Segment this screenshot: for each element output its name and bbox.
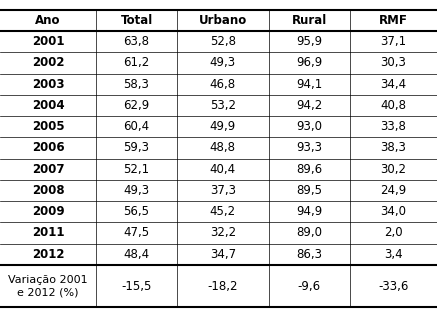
Text: 89,0: 89,0 bbox=[296, 227, 322, 239]
Text: Total: Total bbox=[121, 14, 153, 27]
Text: Variação 2001
e 2012 (%): Variação 2001 e 2012 (%) bbox=[8, 275, 88, 297]
Text: 62,9: 62,9 bbox=[123, 99, 150, 112]
Text: 86,3: 86,3 bbox=[296, 248, 322, 261]
Text: 49,9: 49,9 bbox=[210, 120, 236, 133]
Text: 96,9: 96,9 bbox=[296, 57, 323, 69]
Text: 38,3: 38,3 bbox=[380, 142, 406, 154]
Text: RMF: RMF bbox=[379, 14, 408, 27]
Text: 58,3: 58,3 bbox=[124, 78, 149, 91]
Text: 34,7: 34,7 bbox=[210, 248, 236, 261]
Text: Rural: Rural bbox=[291, 14, 327, 27]
Text: 2004: 2004 bbox=[32, 99, 64, 112]
Text: 59,3: 59,3 bbox=[124, 142, 149, 154]
Text: 52,8: 52,8 bbox=[210, 35, 236, 48]
Text: 2012: 2012 bbox=[32, 248, 64, 261]
Text: 61,2: 61,2 bbox=[123, 57, 150, 69]
Text: 2003: 2003 bbox=[32, 78, 64, 91]
Text: 89,6: 89,6 bbox=[296, 163, 322, 176]
Text: 47,5: 47,5 bbox=[124, 227, 149, 239]
Text: 2011: 2011 bbox=[32, 227, 64, 239]
Text: 33,8: 33,8 bbox=[380, 120, 406, 133]
Text: 45,2: 45,2 bbox=[210, 205, 236, 218]
Text: 2008: 2008 bbox=[32, 184, 64, 197]
Text: 53,2: 53,2 bbox=[210, 99, 236, 112]
Text: 2006: 2006 bbox=[32, 142, 64, 154]
Text: 63,8: 63,8 bbox=[124, 35, 149, 48]
Text: 93,3: 93,3 bbox=[296, 142, 322, 154]
Text: 2009: 2009 bbox=[32, 205, 64, 218]
Text: 3,4: 3,4 bbox=[384, 248, 402, 261]
Text: 2002: 2002 bbox=[32, 57, 64, 69]
Text: 93,0: 93,0 bbox=[296, 120, 322, 133]
Text: 56,5: 56,5 bbox=[124, 205, 149, 218]
Text: 24,9: 24,9 bbox=[380, 184, 406, 197]
Text: 94,1: 94,1 bbox=[296, 78, 323, 91]
Text: 60,4: 60,4 bbox=[124, 120, 149, 133]
Text: 2001: 2001 bbox=[32, 35, 64, 48]
Text: 48,4: 48,4 bbox=[124, 248, 149, 261]
Text: Ano: Ano bbox=[35, 14, 61, 27]
Text: 30,2: 30,2 bbox=[380, 163, 406, 176]
Text: 94,9: 94,9 bbox=[296, 205, 323, 218]
Text: 94,2: 94,2 bbox=[296, 99, 323, 112]
Text: -9,6: -9,6 bbox=[298, 280, 321, 293]
Text: 34,0: 34,0 bbox=[380, 205, 406, 218]
Text: -33,6: -33,6 bbox=[378, 280, 409, 293]
Text: 2005: 2005 bbox=[32, 120, 64, 133]
Text: 40,8: 40,8 bbox=[380, 99, 406, 112]
Text: 2,0: 2,0 bbox=[384, 227, 402, 239]
Text: 49,3: 49,3 bbox=[210, 57, 236, 69]
Text: Urbano: Urbano bbox=[199, 14, 247, 27]
Text: 2007: 2007 bbox=[32, 163, 64, 176]
Text: 30,3: 30,3 bbox=[380, 57, 406, 69]
Text: 46,8: 46,8 bbox=[210, 78, 236, 91]
Text: 37,1: 37,1 bbox=[380, 35, 406, 48]
Text: 32,2: 32,2 bbox=[210, 227, 236, 239]
Text: 49,3: 49,3 bbox=[124, 184, 149, 197]
Text: -15,5: -15,5 bbox=[121, 280, 152, 293]
Text: -18,2: -18,2 bbox=[208, 280, 238, 293]
Text: 48,8: 48,8 bbox=[210, 142, 236, 154]
Text: 34,4: 34,4 bbox=[380, 78, 406, 91]
Text: 89,5: 89,5 bbox=[296, 184, 322, 197]
Text: 37,3: 37,3 bbox=[210, 184, 236, 197]
Text: 40,4: 40,4 bbox=[210, 163, 236, 176]
Text: 52,1: 52,1 bbox=[124, 163, 149, 176]
Text: 95,9: 95,9 bbox=[296, 35, 322, 48]
